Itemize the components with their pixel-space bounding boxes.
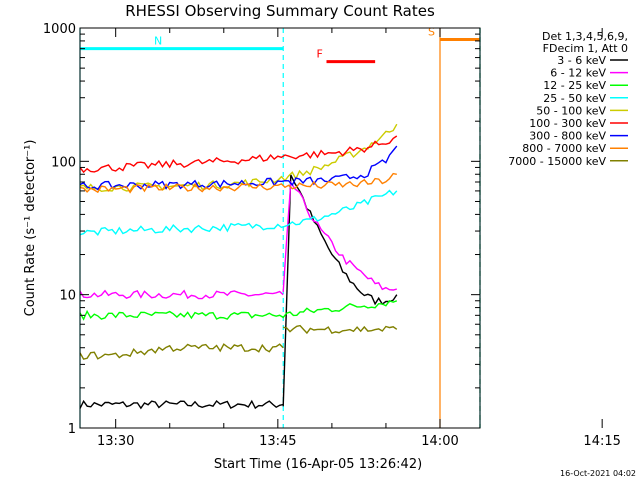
band-label-s: S <box>428 25 435 38</box>
legend-label: 50 - 100 keV <box>536 104 606 117</box>
legend-label: 25 - 50 keV <box>543 92 606 105</box>
series-0-segment-1 <box>282 174 398 407</box>
y-tick-label: 100 <box>51 155 76 170</box>
series-7-segment-0 <box>79 172 397 194</box>
chart-title: RHESSI Observing Summary Count Rates <box>125 2 435 20</box>
series-2-segment-0 <box>79 299 398 321</box>
series-4-segment-0 <box>79 123 398 193</box>
series-3 <box>79 189 398 236</box>
legend-label: 12 - 25 keV <box>543 79 606 92</box>
series-1-segment-0 <box>79 289 284 300</box>
legend: Det 1,3,4,5,6,9,FDecim 1, Att 03 - 6 keV… <box>508 30 628 168</box>
plot-frame <box>79 27 481 429</box>
legend-label: 7000 - 15000 keV <box>508 155 606 168</box>
y-axis-label: Count Rate (s⁻¹ detector⁻¹) <box>23 140 38 317</box>
plot-series <box>79 123 398 410</box>
x-tick-label: 14:15 <box>583 434 620 449</box>
y-tick-label: 1000 <box>43 22 76 37</box>
legend-label: 100 - 300 keV <box>529 117 606 130</box>
series-8-segment-1 <box>283 324 398 335</box>
series-8-segment-0 <box>79 343 284 360</box>
series-5-segment-0 <box>79 135 398 174</box>
series-8 <box>79 324 398 360</box>
series-3-segment-0 <box>79 189 398 236</box>
generation-stamp: 16-Oct-2021 04:02 <box>560 469 636 478</box>
series-6 <box>79 145 398 191</box>
series-2 <box>79 299 398 321</box>
legend-header: FDecim 1, Att 0 <box>543 42 628 55</box>
legend-label: 800 - 7000 keV <box>522 142 606 155</box>
observing-bands: N F S <box>80 25 480 64</box>
y-tick-label: 10 <box>59 289 76 304</box>
y-tick-label: 1 <box>68 422 76 437</box>
series-7 <box>79 172 397 194</box>
series-0-segment-0 <box>79 399 284 410</box>
y-axis: 1 10 100 1000 <box>43 22 480 437</box>
legend-header: Det 1,3,4,5,6,9, <box>542 30 628 43</box>
series-1 <box>79 180 397 300</box>
series-0 <box>79 174 398 410</box>
series-6-segment-0 <box>79 145 398 191</box>
series-5 <box>79 135 398 174</box>
legend-label: 300 - 800 keV <box>529 130 606 143</box>
series-4 <box>79 123 398 193</box>
legend-label: 6 - 12 keV <box>550 67 606 80</box>
legend-label: 3 - 6 keV <box>557 54 606 67</box>
x-axis-label: Start Time (16-Apr-05 13:26:42) <box>214 457 422 472</box>
x-tick-label: 13:30 <box>97 434 134 449</box>
x-tick-label: 14:00 <box>421 434 458 449</box>
series-1-segment-1 <box>282 180 397 292</box>
band-label-f: F <box>316 48 322 61</box>
x-tick-label: 13:45 <box>259 434 296 449</box>
band-label-n: N <box>154 35 162 48</box>
